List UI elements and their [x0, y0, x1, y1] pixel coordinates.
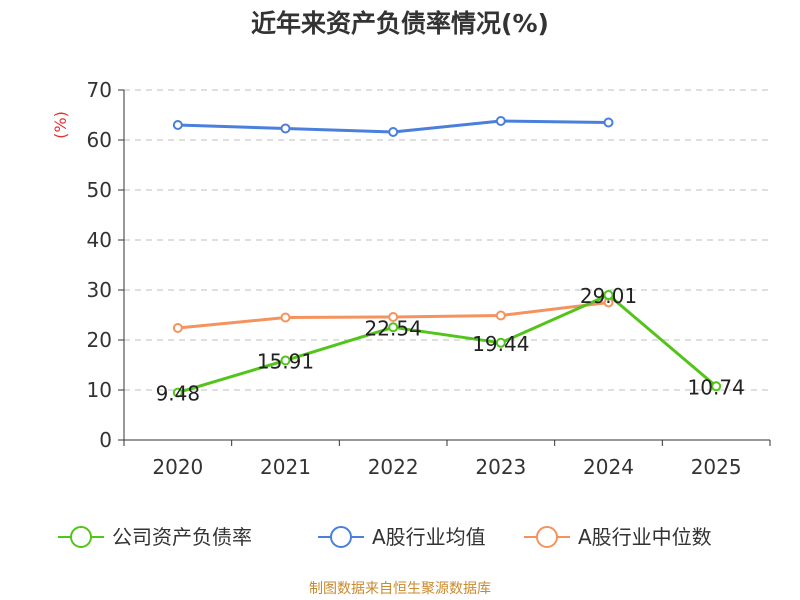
- grid-lines: [124, 89, 770, 391]
- data-label-2022: 22.54: [365, 316, 422, 340]
- x-tick-label-2022: 2022: [368, 455, 419, 479]
- point-1-2022[interactable]: [388, 127, 399, 137]
- x-tick-label-2025: 2025: [691, 455, 742, 479]
- x-tick-label-2024: 2024: [583, 455, 634, 479]
- legend-marker-2: [536, 526, 558, 548]
- point-0-2020[interactable]: [172, 387, 183, 398]
- y-tick-label-40: 40: [87, 228, 112, 252]
- legend-label-1: A股行业均值: [372, 525, 486, 549]
- y-tick-label-30: 30: [87, 278, 112, 302]
- source-note: 制图数据来自恒生聚源数据库: [309, 581, 491, 597]
- legend: 公司资产负债率 A股行业均值 A股行业中位数: [58, 525, 712, 549]
- y-axis-label: (%): [51, 111, 70, 139]
- point-0-2024[interactable]: [603, 289, 614, 300]
- legend-marker-0: [70, 526, 92, 548]
- point-1-2021[interactable]: [280, 123, 291, 134]
- legend-label-0: 公司资产负债率: [112, 525, 252, 549]
- data-labels-group: 9.48 15.91 22.54 19.44 29.01 10.74: [156, 284, 745, 406]
- axes: 0 10 20 30 40 50 60 70 2020 2021 2022 2023 2024 2025: [87, 78, 771, 479]
- point-0-2021[interactable]: [280, 355, 291, 366]
- x-tick-label-2023: 2023: [475, 455, 526, 479]
- y-tick-label-0: 0: [99, 428, 112, 452]
- legend-item-0[interactable]: 公司资产负债率: [58, 525, 252, 549]
- y-tick-label-70: 70: [87, 78, 112, 102]
- point-1-2020[interactable]: [172, 120, 183, 130]
- point-0-2022[interactable]: [388, 322, 399, 333]
- legend-marker-1: [330, 526, 352, 548]
- data-label-2025: 10.74: [688, 375, 745, 399]
- point-2-2023[interactable]: [495, 310, 506, 321]
- y-tick-label-50: 50: [87, 178, 112, 202]
- data-label-2021: 15.91: [257, 349, 314, 373]
- point-0-2023[interactable]: [495, 337, 506, 348]
- legend-item-1[interactable]: A股行业均值: [318, 525, 486, 549]
- y-tick-label-60: 60: [87, 128, 112, 152]
- legend-label-2: A股行业中位数: [578, 525, 712, 549]
- series-group: [172, 116, 722, 398]
- point-1-2024[interactable]: [603, 117, 614, 128]
- point-1-2023[interactable]: [495, 116, 506, 126]
- chart-title: 近年来资产负债率情况(%): [251, 9, 549, 38]
- data-label-2020: 9.48: [156, 382, 201, 406]
- y-tick-label-10: 10: [87, 378, 112, 402]
- data-label-2023: 19.44: [472, 332, 529, 356]
- y-tick-label-20: 20: [87, 328, 112, 352]
- point-2-2020[interactable]: [172, 323, 183, 333]
- point-2-2021[interactable]: [280, 312, 291, 323]
- point-2-2022[interactable]: [388, 312, 399, 322]
- x-tick-label-2020: 2020: [152, 455, 203, 479]
- point-0-2025[interactable]: [711, 381, 722, 392]
- data-label-2024: 29.01: [580, 284, 637, 308]
- x-tick-label-2021: 2021: [260, 455, 311, 479]
- legend-item-2[interactable]: A股行业中位数: [524, 525, 712, 549]
- series-line-0: [177, 293, 718, 395]
